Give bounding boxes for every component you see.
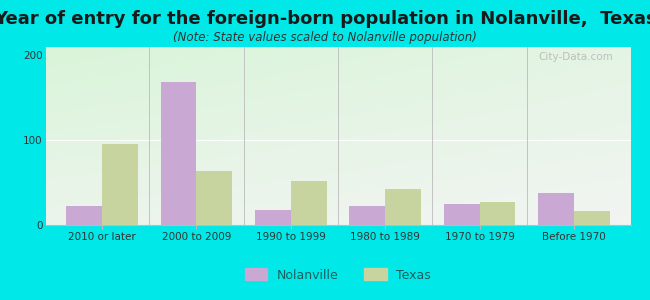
Bar [349,206,385,225]
Text: City-Data.com: City-Data.com [538,52,613,62]
Bar [102,144,138,225]
Bar [255,210,291,225]
Bar [444,204,480,225]
Text: Year of entry for the foreign-born population in Nolanville,  Texas: Year of entry for the foreign-born popul… [0,11,650,28]
Text: (Note: State values scaled to Nolanville population): (Note: State values scaled to Nolanville… [173,32,477,44]
Bar [538,193,574,225]
Bar [196,171,232,225]
Bar [574,211,610,225]
Bar [291,181,327,225]
Bar [385,189,421,225]
Legend: Nolanville, Texas: Nolanville, Texas [240,263,436,286]
Bar [480,202,515,225]
Bar [161,82,196,225]
Bar [66,206,102,225]
